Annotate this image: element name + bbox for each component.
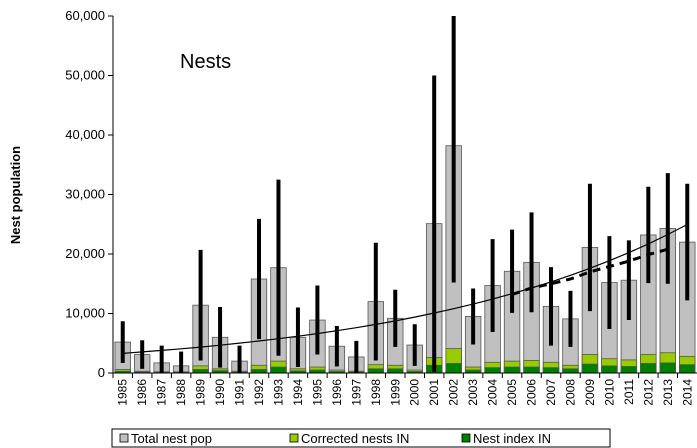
bar bbox=[503, 366, 521, 373]
x-tick-label: 1991 bbox=[233, 379, 247, 406]
bar bbox=[601, 365, 618, 373]
x-tick-label: 2008 bbox=[563, 379, 577, 406]
annotation: Nests bbox=[180, 51, 231, 73]
x-tick-label: 2012 bbox=[641, 379, 655, 406]
bar bbox=[581, 363, 599, 373]
x-tick-label: 2000 bbox=[408, 379, 422, 406]
x-tick-label: 1996 bbox=[330, 379, 344, 406]
y-tick-label: 50,000 bbox=[65, 68, 105, 83]
x-tick-label: 2010 bbox=[602, 379, 616, 406]
x-tick-label: 2002 bbox=[447, 379, 461, 406]
bar bbox=[445, 363, 462, 373]
y-tick-label: 20,000 bbox=[65, 246, 105, 261]
x-tick-label: 2011 bbox=[622, 379, 636, 405]
bar bbox=[620, 366, 638, 373]
legend-swatch bbox=[119, 433, 129, 443]
x-tick-label: 2006 bbox=[525, 379, 539, 406]
x-tick-label: 1990 bbox=[213, 379, 227, 406]
legend-label: Corrected nests IN bbox=[301, 431, 409, 446]
y-tick-label: 40,000 bbox=[65, 127, 105, 142]
bar bbox=[562, 368, 579, 373]
x-tick-label: 1985 bbox=[116, 379, 130, 406]
x-tick-label: 1995 bbox=[310, 379, 324, 406]
legend-label: Total nest pop bbox=[131, 431, 212, 446]
bar bbox=[250, 369, 268, 373]
y-tick-label: 0 bbox=[98, 365, 105, 380]
bar bbox=[659, 362, 676, 373]
y-axis-label: Nest population bbox=[8, 146, 23, 244]
x-tick-label: 2014 bbox=[680, 379, 694, 406]
bar bbox=[406, 371, 423, 373]
x-tick-label: 1993 bbox=[271, 379, 285, 406]
x-tick-label: 1988 bbox=[174, 379, 188, 406]
x-tick-label: 2001 bbox=[427, 379, 441, 406]
bar bbox=[328, 371, 346, 373]
x-tick-label: 2004 bbox=[486, 379, 500, 406]
bar bbox=[484, 367, 501, 373]
bar bbox=[270, 366, 287, 373]
x-tick-label: 1997 bbox=[349, 379, 363, 406]
x-tick-label: 2003 bbox=[466, 379, 480, 406]
plot-area bbox=[114, 16, 696, 373]
legend-swatch bbox=[461, 433, 471, 443]
bar bbox=[367, 368, 384, 373]
bar bbox=[679, 364, 696, 373]
x-tick-label: 1986 bbox=[135, 379, 149, 406]
x-tick-label: 2005 bbox=[505, 379, 519, 406]
bar bbox=[387, 368, 404, 373]
y-tick-label: 10,000 bbox=[65, 306, 105, 321]
bar bbox=[542, 367, 560, 373]
x-tick-label: 2009 bbox=[583, 379, 597, 406]
legend-label: Nest index IN bbox=[473, 431, 551, 446]
x-tick-label: 1998 bbox=[369, 379, 383, 406]
x-tick-label: 2007 bbox=[544, 379, 558, 406]
bar bbox=[640, 363, 657, 373]
x-tick-label: 1992 bbox=[252, 379, 266, 406]
bar bbox=[523, 366, 540, 373]
x-tick-label: 2013 bbox=[661, 379, 675, 406]
y-tick-label: 30,000 bbox=[65, 187, 105, 202]
y-tick-label: 60,000 bbox=[65, 8, 105, 23]
trend-line bbox=[122, 223, 688, 354]
x-tick-label: 1999 bbox=[388, 379, 402, 406]
legend-box bbox=[111, 428, 611, 448]
x-tick-label: 1989 bbox=[194, 379, 208, 406]
legend-swatch bbox=[289, 433, 299, 443]
bar bbox=[192, 369, 209, 373]
x-tick-label: 1994 bbox=[291, 379, 305, 406]
bar bbox=[289, 370, 307, 373]
x-tick-label: 1987 bbox=[155, 379, 169, 406]
